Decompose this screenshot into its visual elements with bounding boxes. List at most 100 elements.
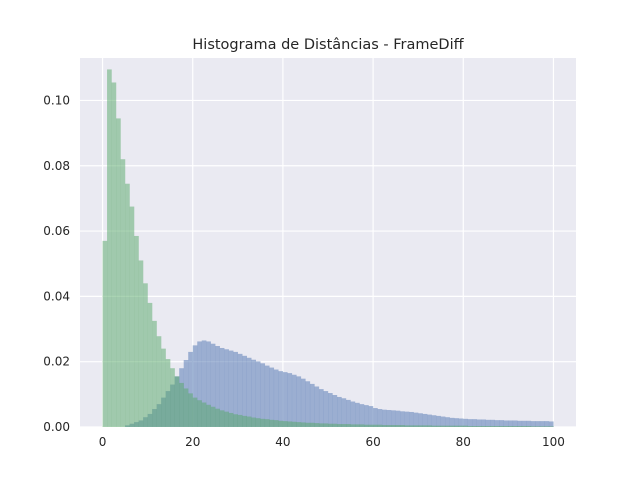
- histogram-bar: [165, 359, 171, 427]
- histogram-bar: [273, 420, 279, 427]
- histogram-bar: [445, 417, 450, 427]
- histogram-bar: [192, 397, 198, 427]
- histogram-bar: [395, 425, 401, 427]
- histogram-bar: [251, 417, 257, 427]
- axis-ticks: 0 20 40 60 80 100 0.00 0.02 0.04 0.06 0.08 0.10: [43, 93, 565, 449]
- histogram-bar: [224, 349, 229, 427]
- histogram-bar: [183, 388, 189, 427]
- histogram-bar: [255, 361, 261, 427]
- histogram-bar: [503, 420, 509, 427]
- histogram-bar: [427, 414, 432, 427]
- histogram-bar: [210, 406, 216, 427]
- histogram-bar: [215, 346, 220, 427]
- histogram-bar: [102, 240, 108, 427]
- histogram-bar: [287, 373, 293, 427]
- histogram-bar: [526, 420, 532, 427]
- histogram-bar: [314, 423, 320, 427]
- histogram-bar: [499, 426, 505, 427]
- histogram-bar: [337, 424, 342, 427]
- x-tick-label: 60: [365, 435, 380, 449]
- histogram-bar: [323, 391, 329, 427]
- histogram-bar: [332, 423, 338, 427]
- histogram-bar: [463, 425, 468, 427]
- histogram-bar: [228, 412, 234, 427]
- histogram-bar: [260, 363, 266, 427]
- histogram-bar: [494, 420, 500, 427]
- histogram-bar: [454, 425, 459, 427]
- histogram-bar: [278, 420, 284, 427]
- histogram-bar: [436, 415, 441, 427]
- histogram-bar: [188, 393, 193, 427]
- histogram-bar: [264, 419, 270, 427]
- histogram-bar: [179, 382, 184, 427]
- histogram-bar: [201, 340, 207, 427]
- histogram-bar: [269, 367, 275, 427]
- histogram-bar: [490, 419, 495, 427]
- histogram-bar: [418, 413, 423, 427]
- histogram-bar: [422, 425, 428, 427]
- histogram-bar: [548, 426, 554, 427]
- x-tick-label: 80: [456, 435, 471, 449]
- histogram-bar: [278, 371, 284, 427]
- histogram-bar: [318, 389, 324, 427]
- histogram-bar: [251, 359, 257, 427]
- histogram-bar: [300, 422, 306, 427]
- histogram-bar: [422, 413, 428, 427]
- histogram-bar: [228, 350, 234, 427]
- histogram-bar: [197, 341, 202, 427]
- histogram-bar: [192, 345, 198, 427]
- histogram-bar: [530, 421, 536, 427]
- histogram-bar: [287, 421, 293, 427]
- histogram-bar: [129, 206, 135, 427]
- histogram-bar: [476, 426, 482, 427]
- histogram-bar: [458, 425, 464, 427]
- histogram-bar: [237, 353, 243, 427]
- y-tick-label: 0.04: [43, 289, 70, 303]
- histogram-bar: [355, 402, 360, 427]
- histogram-bar: [458, 418, 464, 427]
- histogram-bar: [404, 425, 410, 427]
- histogram-bar: [255, 418, 261, 427]
- histogram-bar: [323, 423, 329, 427]
- y-tick-label: 0.02: [43, 355, 70, 369]
- histogram-bar: [120, 159, 126, 427]
- y-tick-label: 0.00: [43, 420, 70, 434]
- histogram-bar: [404, 411, 410, 427]
- histogram-bar: [355, 424, 360, 427]
- histogram-bar: [485, 426, 491, 427]
- histogram-bar: [373, 424, 378, 427]
- histogram-bar: [134, 235, 139, 427]
- histogram-bar: [436, 425, 441, 427]
- histogram-bar: [305, 381, 311, 427]
- histogram-bar: [147, 302, 153, 427]
- histogram-bar: [291, 421, 297, 427]
- histogram-bar: [210, 343, 216, 427]
- histogram-bar: [463, 418, 468, 427]
- histogram-bar: [508, 426, 514, 427]
- histogram-bar: [170, 368, 175, 427]
- histogram-bar: [337, 396, 342, 427]
- histogram-bar: [282, 372, 288, 427]
- histogram-bar: [476, 419, 482, 427]
- histogram-bar: [431, 415, 437, 427]
- histogram-bar: [350, 424, 356, 427]
- y-tick-label: 0.06: [43, 224, 70, 238]
- histogram-bar: [215, 408, 220, 427]
- y-tick-label: 0.10: [43, 93, 70, 107]
- chart-title: Histograma de Distâncias - FrameDiff: [192, 37, 464, 53]
- histogram-bar: [300, 378, 306, 427]
- histogram-bar: [454, 418, 459, 427]
- histogram-bar: [508, 420, 514, 427]
- histogram-bar: [467, 419, 473, 427]
- histogram-bar: [530, 426, 536, 427]
- histogram-bar: [341, 424, 347, 427]
- histogram-bar: [368, 424, 374, 427]
- histogram-bar: [544, 426, 550, 427]
- histogram-bar: [125, 183, 130, 427]
- histogram-bar: [359, 424, 365, 427]
- histogram-bar: [233, 351, 238, 427]
- histogram-bar: [237, 414, 243, 427]
- histogram-bar: [224, 411, 229, 427]
- histogram-bar: [138, 260, 144, 427]
